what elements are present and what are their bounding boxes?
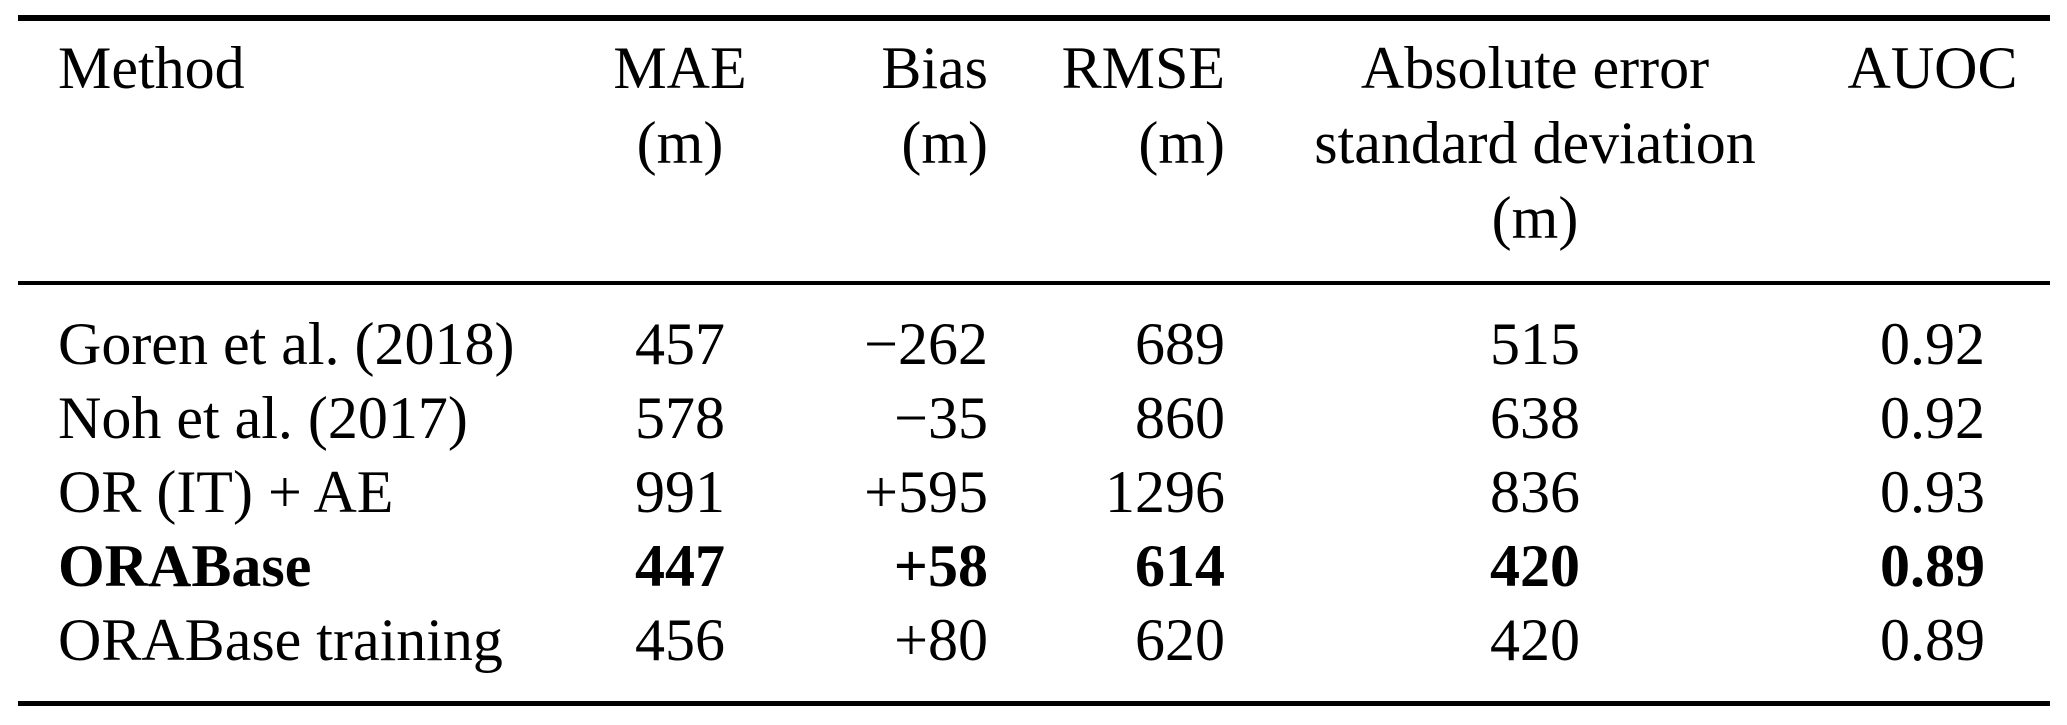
cell-rmse: 620 [1135, 607, 1225, 673]
cell-rmse: 614 [1135, 533, 1225, 599]
cell-abs-err-std: 638 [1490, 385, 1580, 451]
cell-auoc: 0.92 [1880, 311, 1985, 377]
header-rmse-label: RMSE [1061, 35, 1225, 101]
header-abs-err-std-unit: (m) [1491, 185, 1579, 251]
cell-mae: 991 [635, 459, 725, 525]
cell-method: Noh et al. (2017) [58, 385, 468, 451]
cell-mae: 456 [635, 607, 725, 673]
results-table: Method MAE (m) Bias (m) RMSE (m) Absolut… [18, 15, 2050, 706]
cell-abs-err-std: 836 [1490, 459, 1580, 525]
cell-method: OR (IT) + AE [58, 459, 394, 525]
cell-abs-err-std: 515 [1490, 311, 1580, 377]
table-row: OR (IT) + AE 991 +595 1296 836 0.93 [18, 455, 2050, 529]
cell-method: Goren et al. (2018) [58, 311, 515, 377]
cell-method: ORABase [58, 533, 312, 599]
header-method-label: Method [58, 35, 245, 101]
header-bias: Bias (m) [760, 18, 1000, 285]
cell-abs-err-std: 420 [1490, 533, 1580, 599]
cell-abs-err-std: 420 [1490, 607, 1580, 673]
header-abs-err-std-line1: Absolute error [1360, 35, 1710, 101]
header-auoc-label: AUOC [1847, 35, 2018, 101]
cell-auoc: 0.93 [1880, 459, 1985, 525]
header-rmse: RMSE (m) [1000, 18, 1235, 285]
cell-auoc: 0.89 [1880, 533, 1985, 599]
header-abs-err-std-line2: standard deviation [1314, 110, 1756, 176]
cell-bias: +58 [893, 533, 988, 599]
table-row-highlighted: ORABase 447 +58 614 420 0.89 [18, 529, 2050, 603]
table-row: Goren et al. (2018) 457 −262 689 515 0.9… [18, 283, 2050, 381]
cell-bias: −35 [894, 385, 988, 451]
header-method: Method [18, 18, 600, 285]
header-bias-unit: (m) [901, 110, 988, 176]
cell-rmse: 689 [1135, 311, 1225, 377]
cell-bias: +595 [864, 459, 988, 525]
table-row: ORABase training 456 +80 620 420 0.89 [18, 603, 2050, 704]
cell-rmse: 1296 [1105, 459, 1225, 525]
cell-bias: −262 [864, 311, 988, 377]
cell-mae: 578 [635, 385, 725, 451]
header-bias-label: Bias [881, 35, 988, 101]
header-row: Method MAE (m) Bias (m) RMSE (m) Absolut… [18, 18, 2050, 285]
cell-mae: 457 [635, 311, 725, 377]
table-row: Noh et al. (2017) 578 −35 860 638 0.92 [18, 381, 2050, 455]
cell-mae: 447 [635, 533, 725, 599]
header-mae-label: MAE [613, 35, 747, 101]
header-abs-err-std: Absolute error standard deviation (m) [1235, 18, 1835, 285]
header-mae: MAE (m) [600, 18, 760, 285]
header-auoc: AUOC [1835, 18, 2050, 285]
header-mae-unit: (m) [636, 110, 724, 176]
cell-bias: +80 [894, 607, 988, 673]
cell-auoc: 0.92 [1880, 385, 1985, 451]
header-rmse-unit: (m) [1138, 110, 1225, 176]
cell-auoc: 0.89 [1880, 607, 1985, 673]
cell-rmse: 860 [1135, 385, 1225, 451]
cell-method: ORABase training [58, 607, 503, 673]
